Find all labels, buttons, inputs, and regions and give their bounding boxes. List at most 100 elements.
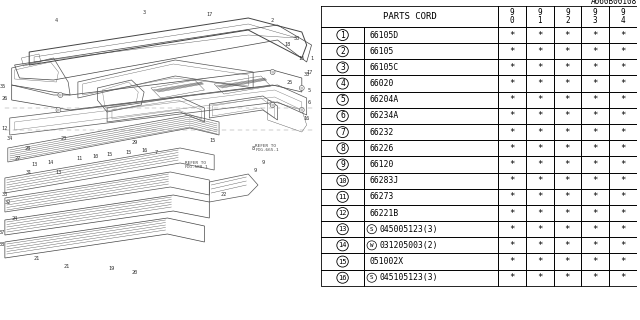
Text: *: *	[509, 30, 515, 40]
Text: *: *	[509, 209, 515, 218]
Text: *: *	[620, 95, 626, 104]
Text: 29: 29	[131, 140, 138, 145]
Text: 13: 13	[339, 226, 347, 232]
Text: *: *	[593, 63, 598, 72]
Text: *: *	[564, 209, 570, 218]
Text: *: *	[537, 63, 542, 72]
Text: 9
3: 9 3	[593, 8, 598, 25]
Text: 31: 31	[26, 170, 33, 174]
Text: 66234A: 66234A	[369, 111, 399, 120]
Text: 045005123(3): 045005123(3)	[379, 225, 438, 234]
Text: 9
2: 9 2	[565, 8, 570, 25]
Text: *: *	[537, 79, 542, 88]
Text: 30: 30	[294, 36, 300, 41]
Text: 66120: 66120	[369, 160, 394, 169]
Text: *: *	[620, 111, 626, 120]
Text: *: *	[593, 209, 598, 218]
Circle shape	[56, 108, 61, 113]
Text: 2: 2	[340, 47, 345, 56]
Text: *: *	[537, 241, 542, 250]
Text: *: *	[537, 95, 542, 104]
Text: REFER TO
FIG.665-1: REFER TO FIG.665-1	[255, 144, 278, 152]
Text: 32: 32	[4, 201, 11, 205]
Circle shape	[58, 92, 63, 98]
Text: 6: 6	[308, 100, 311, 105]
Text: *: *	[537, 209, 542, 218]
Text: 8: 8	[252, 146, 255, 150]
Text: 26: 26	[2, 95, 8, 100]
Text: 15: 15	[299, 55, 305, 60]
Text: 9
1: 9 1	[538, 8, 542, 25]
Text: 12: 12	[2, 125, 8, 131]
Text: 9: 9	[253, 167, 257, 172]
Text: *: *	[509, 47, 515, 56]
Text: 22: 22	[221, 193, 227, 197]
Text: *: *	[620, 241, 626, 250]
Text: *: *	[620, 160, 626, 169]
Text: *: *	[564, 257, 570, 266]
Text: 5: 5	[340, 95, 345, 104]
Text: 4: 4	[55, 18, 58, 22]
Text: *: *	[593, 47, 598, 56]
Text: 66105C: 66105C	[369, 63, 399, 72]
Text: *: *	[564, 111, 570, 120]
Text: PARTS CORD: PARTS CORD	[383, 12, 436, 21]
Text: *: *	[620, 30, 626, 40]
Text: *: *	[593, 144, 598, 153]
Text: 35: 35	[0, 84, 6, 90]
Text: *: *	[564, 144, 570, 153]
Text: S: S	[370, 227, 374, 232]
Text: 23: 23	[60, 135, 67, 140]
Text: 66283J: 66283J	[369, 176, 399, 185]
Text: *: *	[564, 30, 570, 40]
Text: 15: 15	[106, 153, 112, 157]
Text: *: *	[593, 273, 598, 282]
Text: *: *	[593, 257, 598, 266]
Text: *: *	[620, 128, 626, 137]
Text: *: *	[509, 273, 515, 282]
Text: *: *	[593, 176, 598, 185]
Text: 3: 3	[143, 10, 146, 14]
Text: 9: 9	[261, 159, 264, 164]
Text: *: *	[509, 128, 515, 137]
Text: *: *	[537, 273, 542, 282]
Text: 66226: 66226	[369, 144, 394, 153]
Text: 25: 25	[287, 79, 293, 84]
Text: 21: 21	[63, 263, 69, 268]
Text: 10: 10	[92, 154, 99, 158]
Text: 28: 28	[24, 146, 30, 150]
Text: *: *	[620, 273, 626, 282]
Text: *: *	[593, 192, 598, 201]
Text: 66020: 66020	[369, 79, 394, 88]
Text: 66105D: 66105D	[369, 30, 399, 40]
Text: *: *	[509, 160, 515, 169]
Text: *: *	[537, 30, 542, 40]
Text: 27: 27	[14, 156, 20, 161]
Text: *: *	[564, 176, 570, 185]
Text: *: *	[593, 111, 598, 120]
Text: S: S	[370, 275, 374, 280]
Text: 30: 30	[303, 73, 310, 77]
Text: 6: 6	[340, 111, 345, 120]
Text: *: *	[537, 160, 542, 169]
Text: 66232: 66232	[369, 128, 394, 137]
Text: *: *	[537, 225, 542, 234]
Text: *: *	[564, 225, 570, 234]
Text: 17: 17	[206, 12, 212, 18]
Text: 66273: 66273	[369, 192, 394, 201]
Text: 12: 12	[339, 210, 347, 216]
Text: 16: 16	[339, 275, 347, 281]
Text: *: *	[564, 128, 570, 137]
Text: *: *	[537, 176, 542, 185]
Text: 031205003(2): 031205003(2)	[379, 241, 438, 250]
Text: *: *	[537, 257, 542, 266]
Text: 045105123(3): 045105123(3)	[379, 273, 438, 282]
Text: *: *	[509, 176, 515, 185]
Text: 16: 16	[303, 116, 310, 121]
Circle shape	[300, 108, 304, 113]
Text: *: *	[509, 192, 515, 201]
Text: *: *	[537, 47, 542, 56]
Text: 18: 18	[284, 43, 291, 47]
Text: *: *	[509, 63, 515, 72]
Text: *: *	[564, 79, 570, 88]
